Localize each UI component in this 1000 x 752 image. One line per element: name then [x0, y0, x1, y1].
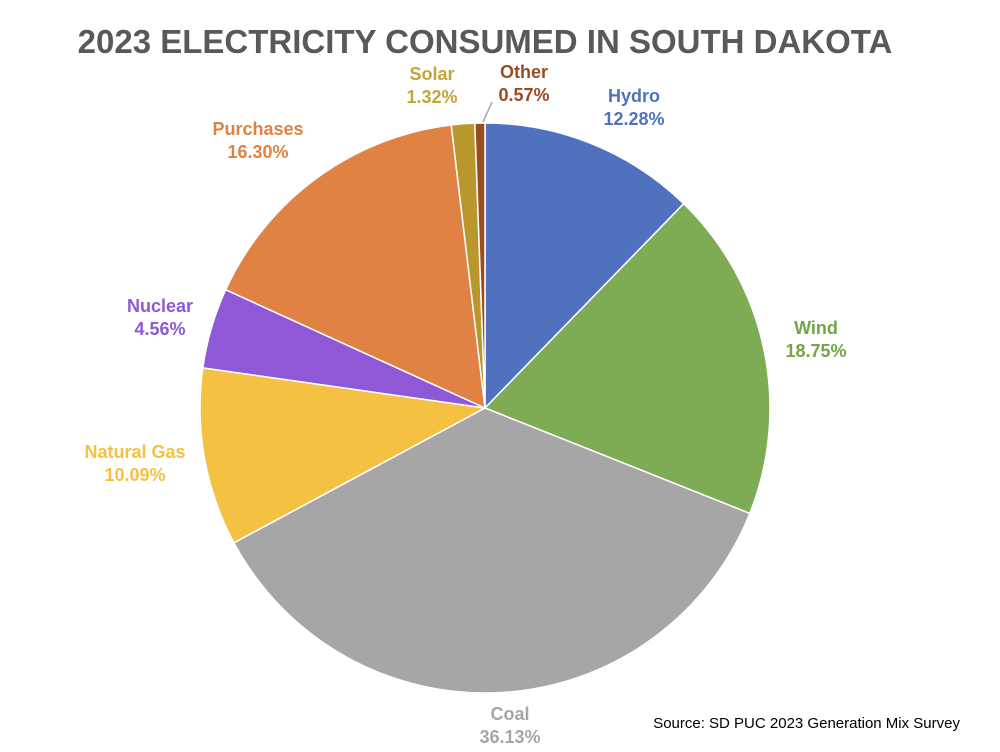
slice-name-wind: Wind [794, 318, 838, 338]
slice-label-nuclear: Nuclear 4.56% [127, 296, 193, 339]
slice-name-hydro: Hydro [608, 86, 660, 106]
slice-label-natural-gas: Natural Gas 10.09% [84, 442, 185, 485]
slice-name-solar: Solar [409, 64, 454, 84]
pie-labels: Hydro 12.28% Wind 18.75% Coal 36.13% Natural G… [84, 62, 846, 747]
slice-coal [233, 407, 751, 694]
slice-purchases [224, 124, 486, 409]
slice-name-purchases: Purchases [212, 119, 303, 139]
slice-value-wind: 18.75% [785, 341, 846, 361]
slice-name-other: Other [500, 62, 548, 82]
slice-label-coal: Coal 36.13% [479, 704, 540, 747]
slice-other [474, 122, 486, 409]
pie-slices [199, 122, 771, 694]
slice-label-purchases: Purchases 16.30% [212, 119, 303, 162]
slice-label-other: Other 0.57% [498, 62, 549, 105]
source-note: Source: SD PUC 2023 Generation Mix Surve… [653, 715, 960, 732]
slice-name-nuclear: Nuclear [127, 296, 193, 316]
slice-name-coal: Coal [490, 704, 529, 724]
chart-title: 2023 ELECTRICITY CONSUMED IN SOUTH DAKOT… [78, 23, 893, 60]
slice-label-solar: Solar 1.32% [406, 64, 457, 107]
slice-label-wind: Wind 18.75% [785, 318, 846, 361]
slice-label-hydro: Hydro 12.28% [603, 86, 664, 129]
slice-name-natural-gas: Natural Gas [84, 442, 185, 462]
slice-value-solar: 1.32% [406, 87, 457, 107]
slice-value-nuclear: 4.56% [134, 319, 185, 339]
other-leader-line [482, 101, 493, 123]
slice-value-natural-gas: 10.09% [104, 465, 165, 485]
slice-value-other: 0.57% [498, 85, 549, 105]
slice-value-purchases: 16.30% [227, 142, 288, 162]
slice-natural-gas [199, 367, 486, 544]
slice-hydro [484, 122, 685, 409]
slice-value-coal: 36.13% [479, 727, 540, 747]
slice-value-hydro: 12.28% [603, 109, 664, 129]
